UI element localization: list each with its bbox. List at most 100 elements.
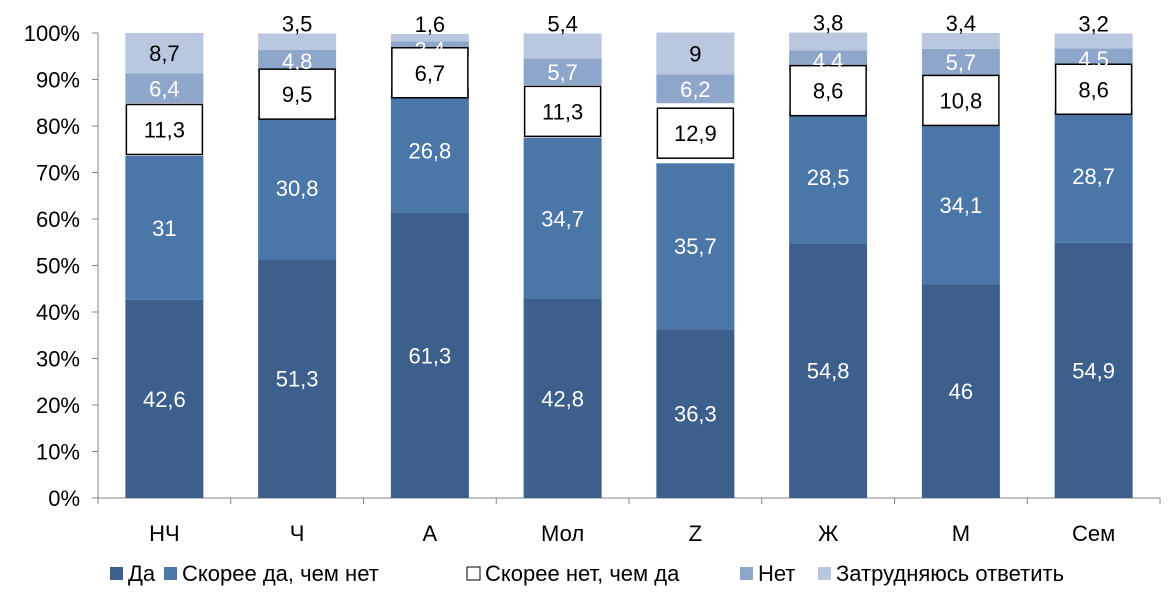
x-tick-label: Мол bbox=[541, 521, 584, 546]
legend-label: Нет bbox=[758, 561, 795, 586]
x-tick-label: Ж bbox=[818, 521, 839, 546]
data-label-box bbox=[1054, 63, 1133, 116]
bar-segment bbox=[258, 116, 337, 260]
data-label: 8,6 bbox=[1078, 77, 1109, 102]
bar-segment bbox=[523, 298, 602, 498]
data-label: 4,5 bbox=[1078, 47, 1109, 72]
data-label: 3,8 bbox=[813, 11, 844, 36]
data-label-box bbox=[656, 107, 735, 159]
data-label: 46 bbox=[949, 379, 973, 404]
bar-segment bbox=[125, 155, 204, 300]
data-label: 8,6 bbox=[813, 79, 844, 104]
bar-segment bbox=[789, 110, 868, 244]
y-tick-label: 100% bbox=[24, 21, 80, 46]
legend-swatch bbox=[740, 567, 753, 580]
x-tick-label: М bbox=[952, 521, 970, 546]
legend-label: Скорее нет, чем да bbox=[485, 561, 680, 586]
bar-segment bbox=[1054, 33, 1133, 49]
data-label: 51,3 bbox=[276, 367, 319, 392]
data-label: 3,4 bbox=[946, 11, 977, 36]
bar-segment bbox=[125, 73, 204, 104]
legend-swatch bbox=[466, 566, 481, 581]
data-label-box bbox=[922, 74, 1000, 127]
data-label: 6,4 bbox=[149, 76, 180, 101]
bar-segment bbox=[258, 33, 337, 50]
bar-segment bbox=[656, 329, 735, 498]
bar-segment bbox=[125, 33, 204, 74]
bar-segment bbox=[656, 163, 735, 330]
data-label-box bbox=[789, 64, 867, 117]
data-label: 11,3 bbox=[542, 99, 583, 124]
y-tick-label: 60% bbox=[36, 207, 80, 232]
legend-swatch bbox=[110, 567, 123, 580]
bar-segment bbox=[258, 259, 337, 498]
bar-segment bbox=[921, 48, 1000, 76]
data-label: 6,7 bbox=[415, 61, 446, 86]
axes: 0% 10% 20% 30% 40% 50% 60% 70% 80% 90% 100% НЧ Ч А Мол… bbox=[24, 21, 1161, 546]
data-label: 9 bbox=[689, 41, 701, 66]
y-tick-label: 80% bbox=[36, 114, 80, 139]
data-label-box bbox=[391, 47, 469, 99]
data-label: 4,4 bbox=[813, 48, 844, 73]
bar-segment bbox=[258, 49, 337, 73]
data-label: 28,7 bbox=[1072, 164, 1115, 189]
data-label: 3,2 bbox=[1078, 11, 1109, 36]
legend-label: Скорее да, чем нет bbox=[182, 561, 379, 586]
legend-swatch bbox=[818, 567, 831, 580]
data-label-box bbox=[125, 103, 204, 156]
x-tick-label: А bbox=[423, 521, 438, 546]
bar-segment bbox=[390, 33, 469, 42]
bar-segment bbox=[1054, 242, 1133, 498]
bar-segment bbox=[789, 243, 868, 498]
data-label: 34,7 bbox=[541, 206, 584, 231]
data-label: 42,8 bbox=[541, 386, 584, 411]
data-label: 54,9 bbox=[1072, 358, 1115, 383]
data-label: 61,3 bbox=[408, 343, 451, 368]
data-label: 12,9 bbox=[674, 121, 717, 146]
bar-segment bbox=[921, 125, 1000, 285]
y-tick-label: 20% bbox=[36, 393, 80, 418]
data-label: 6,2 bbox=[680, 77, 711, 102]
data-label: 26,8 bbox=[408, 139, 451, 164]
data-label: 1,6 bbox=[415, 12, 446, 37]
bar-segment bbox=[523, 58, 602, 86]
legend-swatch bbox=[164, 567, 177, 580]
bar-segment bbox=[921, 33, 1000, 49]
bar-segment bbox=[390, 88, 469, 213]
data-label-box bbox=[258, 68, 336, 120]
y-tick-label: 50% bbox=[36, 254, 80, 279]
data-label: 4,8 bbox=[282, 49, 313, 74]
data-label: 3,4 bbox=[415, 37, 446, 62]
x-tick-label: Сем bbox=[1072, 521, 1115, 546]
data-label: 34,1 bbox=[939, 193, 982, 218]
data-label: 54,8 bbox=[807, 359, 850, 384]
x-tick-label: Z bbox=[689, 521, 702, 546]
bar-segment bbox=[523, 137, 602, 299]
bar-segment bbox=[390, 212, 469, 498]
y-tick-label: 70% bbox=[36, 161, 80, 186]
bar-segment bbox=[125, 299, 204, 498]
data-label: 8,7 bbox=[149, 41, 180, 66]
x-tick-label: НЧ bbox=[149, 521, 180, 546]
data-label: 9,5 bbox=[282, 82, 313, 107]
x-tick-label: Ч bbox=[290, 521, 305, 546]
y-tick-label: 0% bbox=[48, 486, 80, 511]
bar-segment bbox=[921, 284, 1000, 498]
y-tick-label: 90% bbox=[36, 68, 80, 93]
legend-label: Затрудняюсь ответить bbox=[836, 561, 1064, 586]
data-label: 5,7 bbox=[547, 60, 578, 85]
data-label: 5,7 bbox=[946, 50, 977, 75]
bar-segment bbox=[1054, 109, 1133, 243]
data-label: 31 bbox=[152, 216, 176, 241]
bar-segment bbox=[523, 33, 602, 59]
bar-segment bbox=[656, 32, 735, 75]
data-label-box bbox=[523, 85, 602, 138]
data-label: 30,8 bbox=[276, 176, 319, 201]
data-label: 5,4 bbox=[547, 11, 578, 36]
y-tick-label: 10% bbox=[36, 440, 80, 465]
data-label: 3,5 bbox=[282, 11, 313, 36]
y-tick-label: 40% bbox=[36, 300, 80, 325]
data-label: 36,3 bbox=[674, 402, 717, 427]
data-labels: 42,6 31 11,3 6,4 8,7 51,3 30,8 9,5 4,8 3,5 61,3 26,… bbox=[125, 11, 1133, 427]
